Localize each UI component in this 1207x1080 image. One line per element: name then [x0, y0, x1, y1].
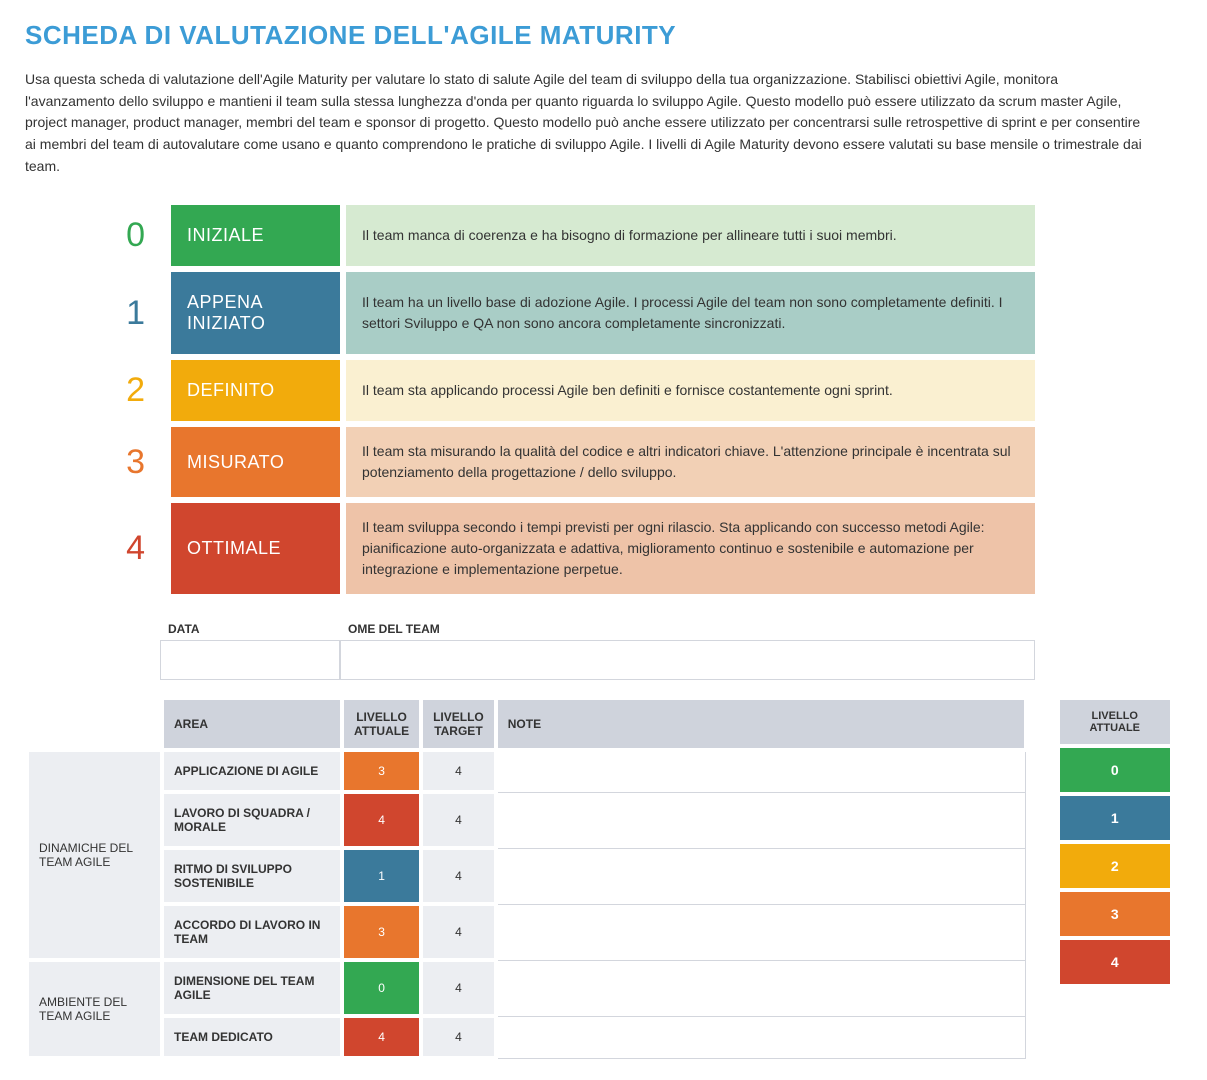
- meta-row: DATA OME DEL TEAM: [160, 618, 1182, 680]
- level-legend: LIVELLO ATTUALE 01234: [1056, 696, 1174, 988]
- note-cell[interactable]: [496, 1016, 1026, 1058]
- level-description: Il team manca di coerenza e ha bisogno d…: [343, 202, 1038, 269]
- area-cell: RITMO DI SVILUPPO SOSTENIBILE: [162, 848, 342, 904]
- note-cell[interactable]: [496, 792, 1026, 848]
- target-level-cell[interactable]: 4: [421, 848, 496, 904]
- target-level-cell[interactable]: 4: [421, 1016, 496, 1058]
- col-note: NOTE: [496, 698, 1026, 750]
- current-level-cell[interactable]: 0: [342, 960, 421, 1016]
- level-description: Il team ha un livello base di adozione A…: [343, 269, 1038, 357]
- target-level-cell[interactable]: 4: [421, 904, 496, 960]
- level-label: OTTIMALE: [168, 500, 343, 597]
- intro-text: Usa questa scheda di valutazione dell'Ag…: [25, 69, 1145, 177]
- note-cell[interactable]: [496, 960, 1026, 1016]
- current-level-cell[interactable]: 3: [342, 750, 421, 792]
- legend-header: LIVELLO ATTUALE: [1058, 698, 1172, 746]
- page-title: SCHEDA DI VALUTAZIONE DELL'AGILE MATURIT…: [25, 20, 1182, 51]
- col-current: LIVELLO ATTUALE: [342, 698, 421, 750]
- current-level-cell[interactable]: 1: [342, 848, 421, 904]
- level-description: Il team sviluppa secondo i tempi previst…: [343, 500, 1038, 597]
- current-level-cell[interactable]: 4: [342, 1016, 421, 1058]
- team-name-input[interactable]: [340, 640, 1035, 680]
- area-cell: TEAM DEDICATO: [162, 1016, 342, 1058]
- level-label: APPENA INIZIATO: [168, 269, 343, 357]
- assessment-grid: AREA LIVELLO ATTUALE LIVELLO TARGET NOTE…: [25, 696, 1028, 1060]
- level-label: INIZIALE: [168, 202, 343, 269]
- target-level-cell[interactable]: 4: [421, 792, 496, 848]
- area-cell: LAVORO DI SQUADRA / MORALE: [162, 792, 342, 848]
- level-description: Il team sta misurando la qualità del cod…: [343, 424, 1038, 500]
- note-cell[interactable]: [496, 848, 1026, 904]
- legend-item: 1: [1058, 794, 1172, 842]
- data-label: DATA: [160, 618, 340, 640]
- note-cell[interactable]: [496, 750, 1026, 792]
- level-label: MISURATO: [168, 424, 343, 500]
- maturity-levels-table: 0INIZIALEIl team manca di coerenza e ha …: [105, 199, 1041, 600]
- current-level-cell[interactable]: 4: [342, 792, 421, 848]
- level-label: DEFINITO: [168, 357, 343, 424]
- level-number: 4: [108, 500, 168, 597]
- area-cell: ACCORDO DI LAVORO IN TEAM: [162, 904, 342, 960]
- category-cell: AMBIENTE DEL TEAM AGILE: [27, 960, 162, 1058]
- data-input[interactable]: [160, 640, 340, 680]
- level-number: 2: [108, 357, 168, 424]
- team-name-label: OME DEL TEAM: [340, 618, 1035, 640]
- level-number: 3: [108, 424, 168, 500]
- legend-item: 3: [1058, 890, 1172, 938]
- col-target: LIVELLO TARGET: [421, 698, 496, 750]
- area-cell: DIMENSIONE DEL TEAM AGILE: [162, 960, 342, 1016]
- legend-item: 2: [1058, 842, 1172, 890]
- target-level-cell[interactable]: 4: [421, 960, 496, 1016]
- current-level-cell[interactable]: 3: [342, 904, 421, 960]
- category-cell: DINAMICHE DEL TEAM AGILE: [27, 750, 162, 960]
- level-number: 0: [108, 202, 168, 269]
- level-number: 1: [108, 269, 168, 357]
- col-area: AREA: [162, 698, 342, 750]
- note-cell[interactable]: [496, 904, 1026, 960]
- target-level-cell[interactable]: 4: [421, 750, 496, 792]
- level-description: Il team sta applicando processi Agile be…: [343, 357, 1038, 424]
- legend-item: 0: [1058, 746, 1172, 794]
- legend-item: 4: [1058, 938, 1172, 986]
- area-cell: APPLICAZIONE DI AGILE: [162, 750, 342, 792]
